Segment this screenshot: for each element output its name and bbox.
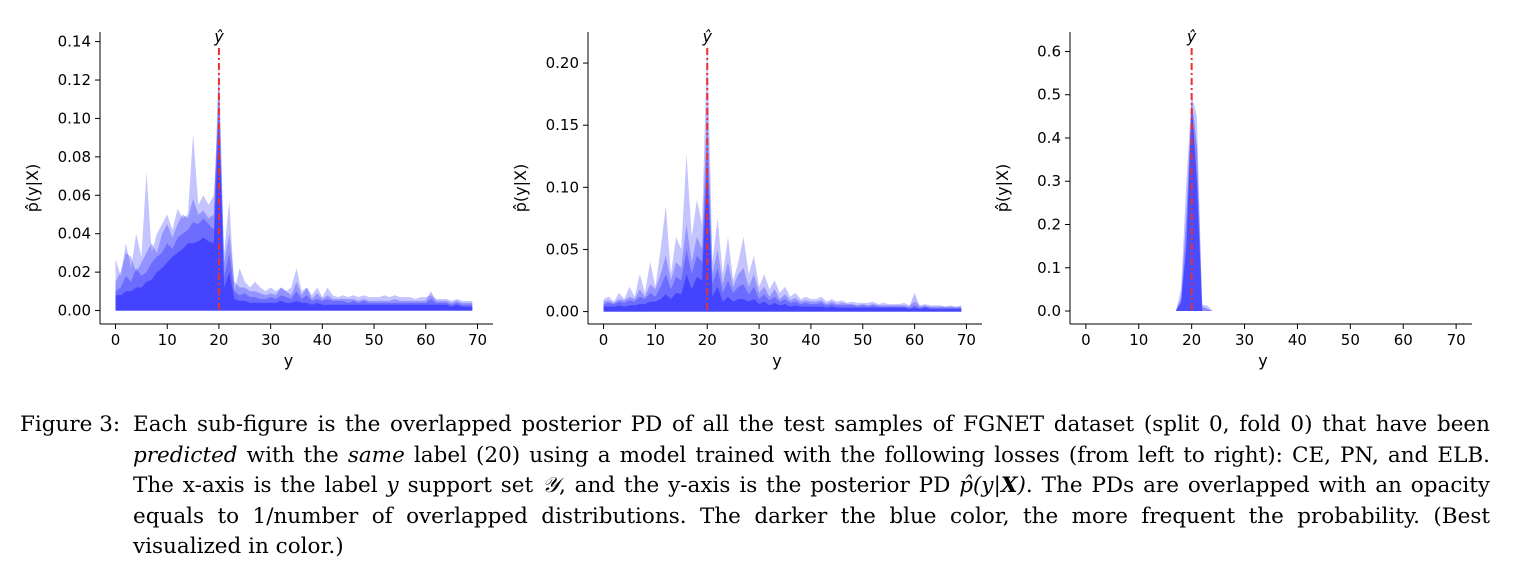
y-tick-label: 0.15: [546, 116, 579, 134]
caption-fragment: , and the y-axis is the posterior PD: [558, 473, 960, 498]
caption-fragment: with the: [237, 442, 348, 468]
x-tick-label: 50: [1341, 331, 1360, 349]
y-tick-label: 0.04: [58, 225, 91, 243]
caption-fragment: label (20) using a model trained with th…: [133, 442, 1490, 499]
y-tick-label: 0.00: [546, 303, 579, 321]
x-tick-label: 30: [750, 331, 769, 349]
x-tick-label: 60: [905, 331, 924, 349]
y-tick-label: 0.3: [1037, 172, 1061, 190]
x-tick-label: 10: [1129, 331, 1148, 349]
x-axis-label: y: [284, 351, 293, 370]
y-tick-label: 0.1: [1037, 259, 1061, 277]
distribution-area-2: [1175, 103, 1213, 312]
x-tick-label: 60: [1394, 331, 1413, 349]
distribution-area-3: [115, 118, 473, 311]
figure-panels: ŷ0 10 20 30 40 50 60 700.000.020.040.060.080.10…: [23, 27, 1472, 370]
y-tick-label: 0.5: [1037, 86, 1061, 104]
y-tick-label: 0.6: [1037, 42, 1061, 60]
caption-text: Each sub-figure is the overlapped poster…: [133, 410, 1490, 563]
x-tick-label: 20: [698, 331, 717, 349]
subplot-ce: ŷ 0 10 20 30 40 50 60 70 0.00 0.02 0.04 0.06 0.08 0.10…: [23, 27, 493, 370]
y-tick-label: 0.14: [58, 33, 91, 51]
x-tick-label: 40: [801, 331, 820, 349]
x-tick-label: 40: [1288, 331, 1307, 349]
x-tick-label: 50: [365, 331, 384, 349]
y-tick-label: 0.4: [1037, 129, 1061, 147]
prediction-marker-label: ŷ: [702, 27, 713, 46]
x-axis-label: y: [1258, 351, 1267, 370]
caption-fragment: same: [347, 442, 405, 468]
y-axis-label: p̂(y|X): [511, 164, 530, 212]
y-tick-label: 0.10: [58, 109, 91, 127]
y-axis-label: p̂(y|X): [23, 164, 42, 212]
y-tick-label: 0.12: [58, 71, 91, 89]
distribution-area-1: [603, 100, 962, 312]
caption-fragment: ): [1017, 473, 1026, 498]
x-tick-label: 0: [111, 331, 121, 349]
x-tick-label: 20: [209, 331, 228, 349]
caption-fragment: support set: [398, 473, 543, 498]
subplot-elb: ŷ 0 10 20 30 40 50 60 70 0.0 0.1 0.2 0.3 0.4 0.5 0.6 y p̂…: [993, 27, 1472, 370]
prediction-marker-label: ŷ: [1186, 27, 1197, 46]
prediction-marker-label: ŷ: [213, 27, 224, 46]
x-tick-label: 70: [1447, 331, 1466, 349]
x-tick-label: 30: [261, 331, 280, 349]
x-tick-label: 50: [853, 331, 872, 349]
x-tick-label: 0: [1081, 331, 1091, 349]
y-tick-label: 0.20: [546, 54, 579, 72]
distribution-area-0: [603, 38, 962, 312]
x-tick-label: 30: [1235, 331, 1254, 349]
x-tick-label: 0: [599, 331, 609, 349]
caption-fragment: 𝒴: [542, 473, 559, 498]
y-tick-label: 0.05: [546, 240, 579, 258]
x-tick-label: 70: [468, 331, 487, 349]
caption-fragment: p̂(y|: [959, 473, 1001, 498]
y-axis-label: p̂(y|X): [993, 164, 1012, 212]
y-tick-label: 0.00: [58, 302, 91, 320]
y-tick-label: 0.10: [546, 178, 579, 196]
caption-fragment: predicted: [133, 442, 238, 468]
caption-fragment: . The PDs are overlapped with an opacity…: [133, 473, 1491, 559]
x-tick-label: 10: [646, 331, 665, 349]
x-axis-label: y: [772, 351, 781, 370]
y-tick-label: 0.02: [58, 263, 91, 281]
figure-caption: Figure 3: Each sub-figure is the overlap…: [20, 410, 1490, 563]
caption-fragment: Each sub-figure is the overlapped poster…: [133, 412, 1490, 437]
caption-fragment: y: [386, 473, 399, 498]
figure-label: Figure 3:: [20, 412, 121, 437]
subplot-pn: ŷ 0 10 20 30 40 50 60 70 0.00 0.05 0.10 0.15 0.20 y p̂(…: [511, 27, 982, 370]
y-tick-label: 0.08: [58, 148, 91, 166]
y-tick-label: 0.2: [1037, 216, 1061, 234]
x-tick-label: 20: [1182, 331, 1201, 349]
x-tick-label: 40: [313, 331, 332, 349]
caption-fragment: X: [1000, 473, 1018, 498]
x-tick-label: 70: [957, 331, 976, 349]
x-tick-label: 10: [158, 331, 177, 349]
y-tick-label: 0.06: [58, 186, 91, 204]
x-tick-label: 60: [416, 331, 435, 349]
y-tick-label: 0.0: [1037, 302, 1061, 320]
